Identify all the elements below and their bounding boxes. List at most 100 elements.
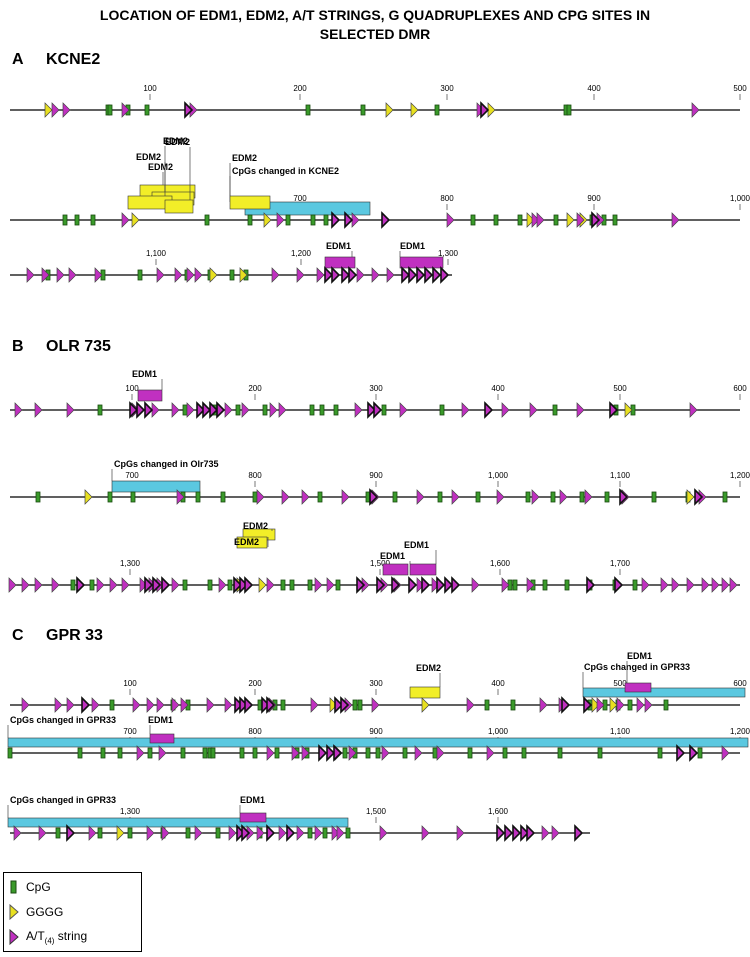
at-string-cluster [266,696,276,714]
at-string [180,697,189,713]
gggg-quadruplex [385,102,394,118]
at-string [711,577,720,593]
edm1-label: EDM1 [132,369,157,379]
cpg-site [553,214,559,226]
panel-letter: B [12,338,24,355]
at-string [431,577,440,593]
at-string [194,267,203,283]
at-string [584,489,593,505]
at-string [291,745,300,761]
cpg-site [107,104,113,116]
at-string [354,402,363,418]
at-string [256,489,265,505]
cpg_changed-label: CpGs changed in GPR33 [10,715,116,725]
panel-letter: C [12,627,24,644]
tick-label: 1,500 [370,559,391,568]
at-string [171,697,180,713]
tick-label: 300 [369,384,383,393]
edm2-label: EDM2 [148,162,173,172]
at-string [314,577,323,593]
cpg-site [7,747,13,759]
at-string-cluster [408,266,418,284]
cpg-site [182,404,188,416]
at-string [194,825,203,841]
cpg-site [345,827,351,839]
at-string-cluster [331,211,341,229]
gggg-quadruplex [526,212,535,228]
at-string [146,697,155,713]
at-string [94,267,103,283]
tick-label: 1,000 [488,471,509,480]
cpg-site [307,579,313,591]
cpg-site [310,214,316,226]
cpg-site [475,491,481,503]
cpg-site [235,404,241,416]
tick-label: 800 [248,471,262,480]
at-string [421,825,430,841]
panel-name: GPR 33 [46,627,103,644]
cpg-site [220,491,226,503]
tick-label: 100 [123,679,137,688]
at-string-cluster [436,576,446,594]
at-string-arrow-icon [9,929,19,945]
at-string [486,745,495,761]
at-string [171,577,180,593]
at-string [34,402,43,418]
cpg-site [144,104,150,116]
cpg-site [147,747,153,759]
tick-label: 1,200 [730,727,750,736]
at-string [636,697,645,713]
cpg-site [657,747,663,759]
at-string-cluster [421,576,431,594]
at-string-cluster [344,211,354,229]
cpg-site [521,747,527,759]
at-string [461,402,470,418]
at-string [278,825,287,841]
at-string [526,577,535,593]
at-string-cluster [161,576,171,594]
tick-label: 1,600 [490,559,511,568]
cpg-site [97,827,103,839]
tick-label: 1,000 [488,727,509,736]
cpg_changed-label: CpGs changed in Olr735 [114,459,219,469]
gggg-quadruplex [263,212,272,228]
cpg-site [117,747,123,759]
gggg-arrow-icon [9,904,19,920]
tick-label: 500 [613,384,627,393]
cpg-site [502,747,508,759]
cpg-site [604,491,610,503]
edm1-label: EDM1 [240,795,265,805]
gggg-quadruplex [258,577,267,593]
cpg-site [697,747,703,759]
at-string-cluster [144,576,154,594]
at-string-cluster [266,824,276,842]
at-string [399,402,408,418]
gggg-quadruplex [84,489,93,505]
cpg-site [109,699,115,711]
cpg-site [305,104,311,116]
tick-label: 1,500 [366,807,387,816]
edm1-label: EDM1 [148,715,173,725]
gggg-quadruplex [410,102,419,118]
tick-label: 500 [733,84,747,93]
edm1-region [324,256,356,269]
at-string-cluster [348,266,358,284]
cpg-site [323,214,329,226]
at-string [21,577,30,593]
edm1-label: EDM1 [404,540,429,550]
at-string [414,745,423,761]
at-string [186,402,195,418]
at-string-cluster [504,824,514,842]
at-string-cluster [241,824,251,842]
tick-label: 700 [293,194,307,203]
legend-item-at-string: A/T(4) string [8,927,87,947]
edm2-label: EDM2 [234,537,259,547]
cpg-site [381,404,387,416]
cpg-site [365,747,371,759]
cpg-site [229,269,235,281]
at-string [66,402,75,418]
at-string [56,267,65,283]
edm2-label: EDM2 [243,521,268,531]
at-string [62,102,71,118]
